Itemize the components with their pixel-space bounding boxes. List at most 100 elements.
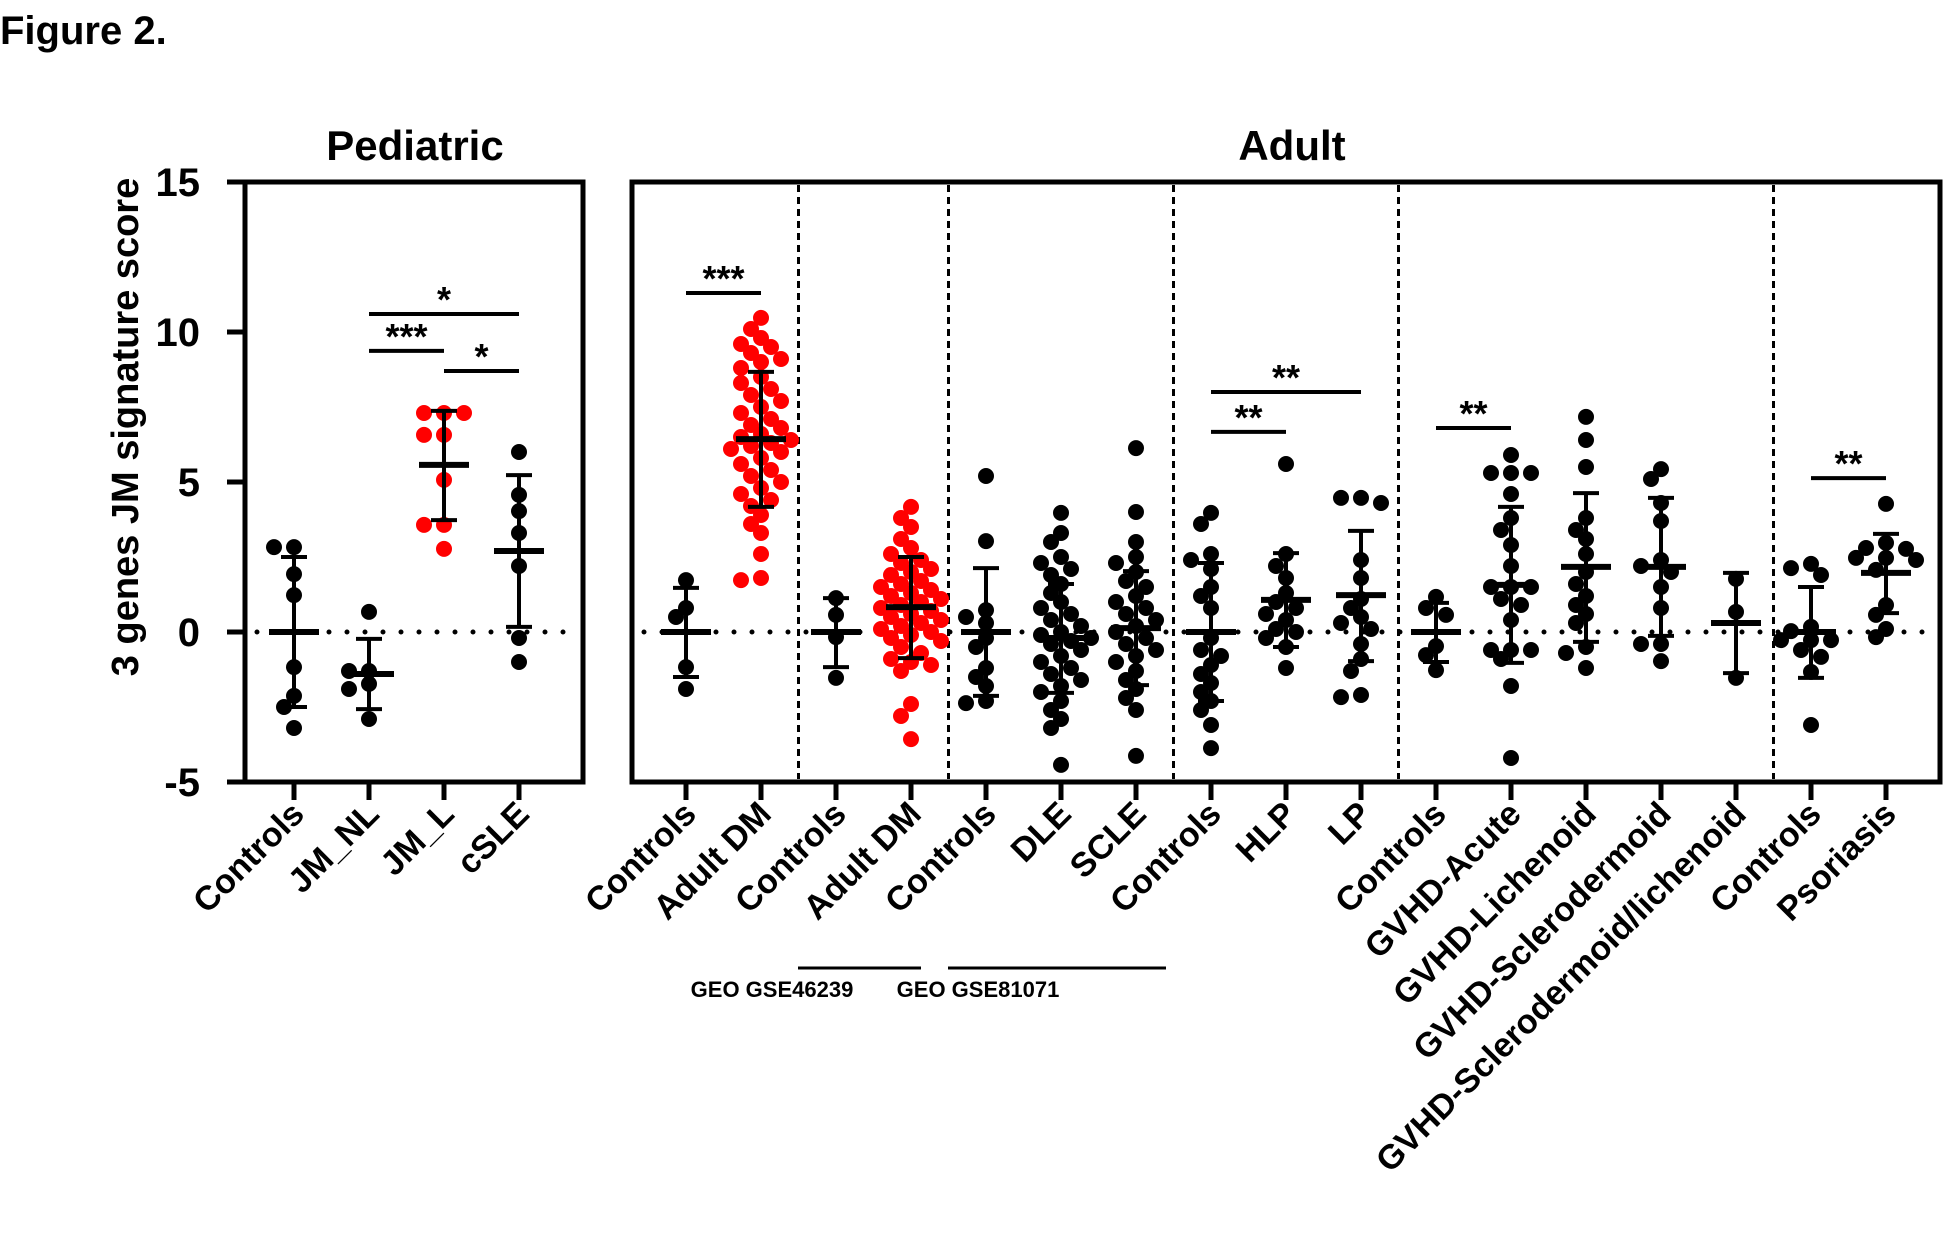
significance-label: **: [1234, 397, 1262, 438]
data-point: [1823, 632, 1839, 649]
data-point: [1258, 630, 1274, 646]
group-psoriasis: [1848, 495, 1924, 646]
group-dle: [1033, 504, 1099, 773]
data-point: [903, 696, 919, 712]
data-point: [1268, 558, 1284, 574]
data-point: [1203, 504, 1219, 521]
data-point: [1653, 653, 1669, 670]
data-point: [883, 651, 899, 667]
data-point: [1373, 495, 1389, 511]
data-point: [1813, 567, 1829, 583]
data-point: [1578, 408, 1594, 425]
data-point: [1128, 747, 1144, 764]
data-point: [723, 441, 739, 457]
data-point: [341, 681, 357, 697]
data-point: [903, 731, 919, 748]
group-gvhd-sclerodermoid-lichenoid: [1711, 570, 1761, 686]
data-point: [893, 639, 909, 655]
group-gvhd-acute: [1483, 447, 1539, 766]
data-point: [1033, 654, 1049, 670]
data-point: [1258, 606, 1274, 622]
data-point: [361, 711, 377, 727]
data-point: [903, 540, 919, 556]
data-point: [1513, 597, 1529, 613]
group-controls: [661, 572, 711, 697]
data-point: [958, 695, 974, 712]
significance-label: **: [1459, 393, 1487, 434]
data-point: [1333, 489, 1349, 506]
data-point: [1128, 440, 1144, 457]
data-point: [733, 360, 749, 376]
data-point: [903, 498, 919, 515]
data-point: [923, 561, 939, 577]
data-point: [511, 654, 527, 670]
data-point: [783, 432, 799, 448]
data-point: [416, 426, 432, 443]
data-point: [1108, 555, 1124, 571]
data-point: [286, 539, 302, 556]
data-point: [1503, 678, 1519, 694]
data-point: [1203, 740, 1219, 757]
significance-label: *: [437, 279, 451, 320]
y-tick-label: 15: [156, 161, 201, 205]
data-point: [416, 516, 432, 533]
data-point: [1868, 629, 1884, 646]
dataset-label: GEO GSE46239: [691, 977, 854, 1002]
y-tick-label: -5: [164, 761, 200, 805]
figure-label: Figure 2.: [0, 9, 167, 53]
data-point: [1118, 606, 1134, 622]
group-controls: [266, 539, 319, 736]
data-point: [828, 669, 844, 686]
data-point: [1483, 465, 1499, 481]
significance-label: ***: [385, 316, 427, 357]
group-controls: [811, 590, 861, 686]
data-point: [763, 381, 779, 397]
data-point: [923, 657, 939, 673]
data-point: [1118, 636, 1134, 652]
data-point: [1193, 642, 1209, 658]
data-point: [763, 462, 779, 478]
group-adult-dm: [873, 498, 949, 748]
data-point: [1203, 546, 1219, 562]
data-point: [1083, 630, 1099, 646]
data-point: [1183, 552, 1199, 568]
y-axis-label: 3 genes JM signature score: [105, 178, 147, 676]
group-jm-nl: [341, 603, 394, 727]
data-point: [286, 720, 302, 736]
data-point: [1333, 615, 1349, 631]
data-point: [1033, 600, 1049, 616]
significance-label: **: [1272, 357, 1300, 398]
data-point: [753, 309, 769, 326]
data-point: [1503, 447, 1519, 463]
data-point: [1278, 456, 1294, 472]
data-point: [1043, 666, 1059, 682]
data-point: [1138, 630, 1154, 646]
data-point: [1193, 516, 1209, 532]
group-scle: [1108, 440, 1164, 764]
group-adult-dm: [723, 309, 799, 589]
data-point: [743, 387, 759, 403]
data-point: [416, 405, 432, 421]
data-point: [1578, 459, 1594, 475]
data-point: [1033, 684, 1049, 700]
data-point: [1033, 555, 1049, 571]
data-point: [743, 468, 759, 484]
data-point: [1148, 642, 1164, 658]
data-point: [903, 519, 919, 535]
data-point: [1043, 720, 1059, 736]
data-point: [1653, 461, 1669, 478]
data-point: [773, 474, 789, 490]
data-point: [1343, 663, 1359, 679]
data-point: [266, 539, 282, 556]
data-point: [1193, 702, 1209, 718]
group-lp: [1333, 489, 1389, 706]
data-point: [1773, 632, 1789, 649]
data-point: [1803, 555, 1819, 572]
data-point: [1523, 465, 1539, 481]
group-controls: [1411, 588, 1461, 679]
data-point: [773, 420, 789, 436]
data-point: [1288, 600, 1304, 616]
panel-title: Pediatric: [326, 122, 503, 169]
data-point: [1043, 612, 1059, 628]
